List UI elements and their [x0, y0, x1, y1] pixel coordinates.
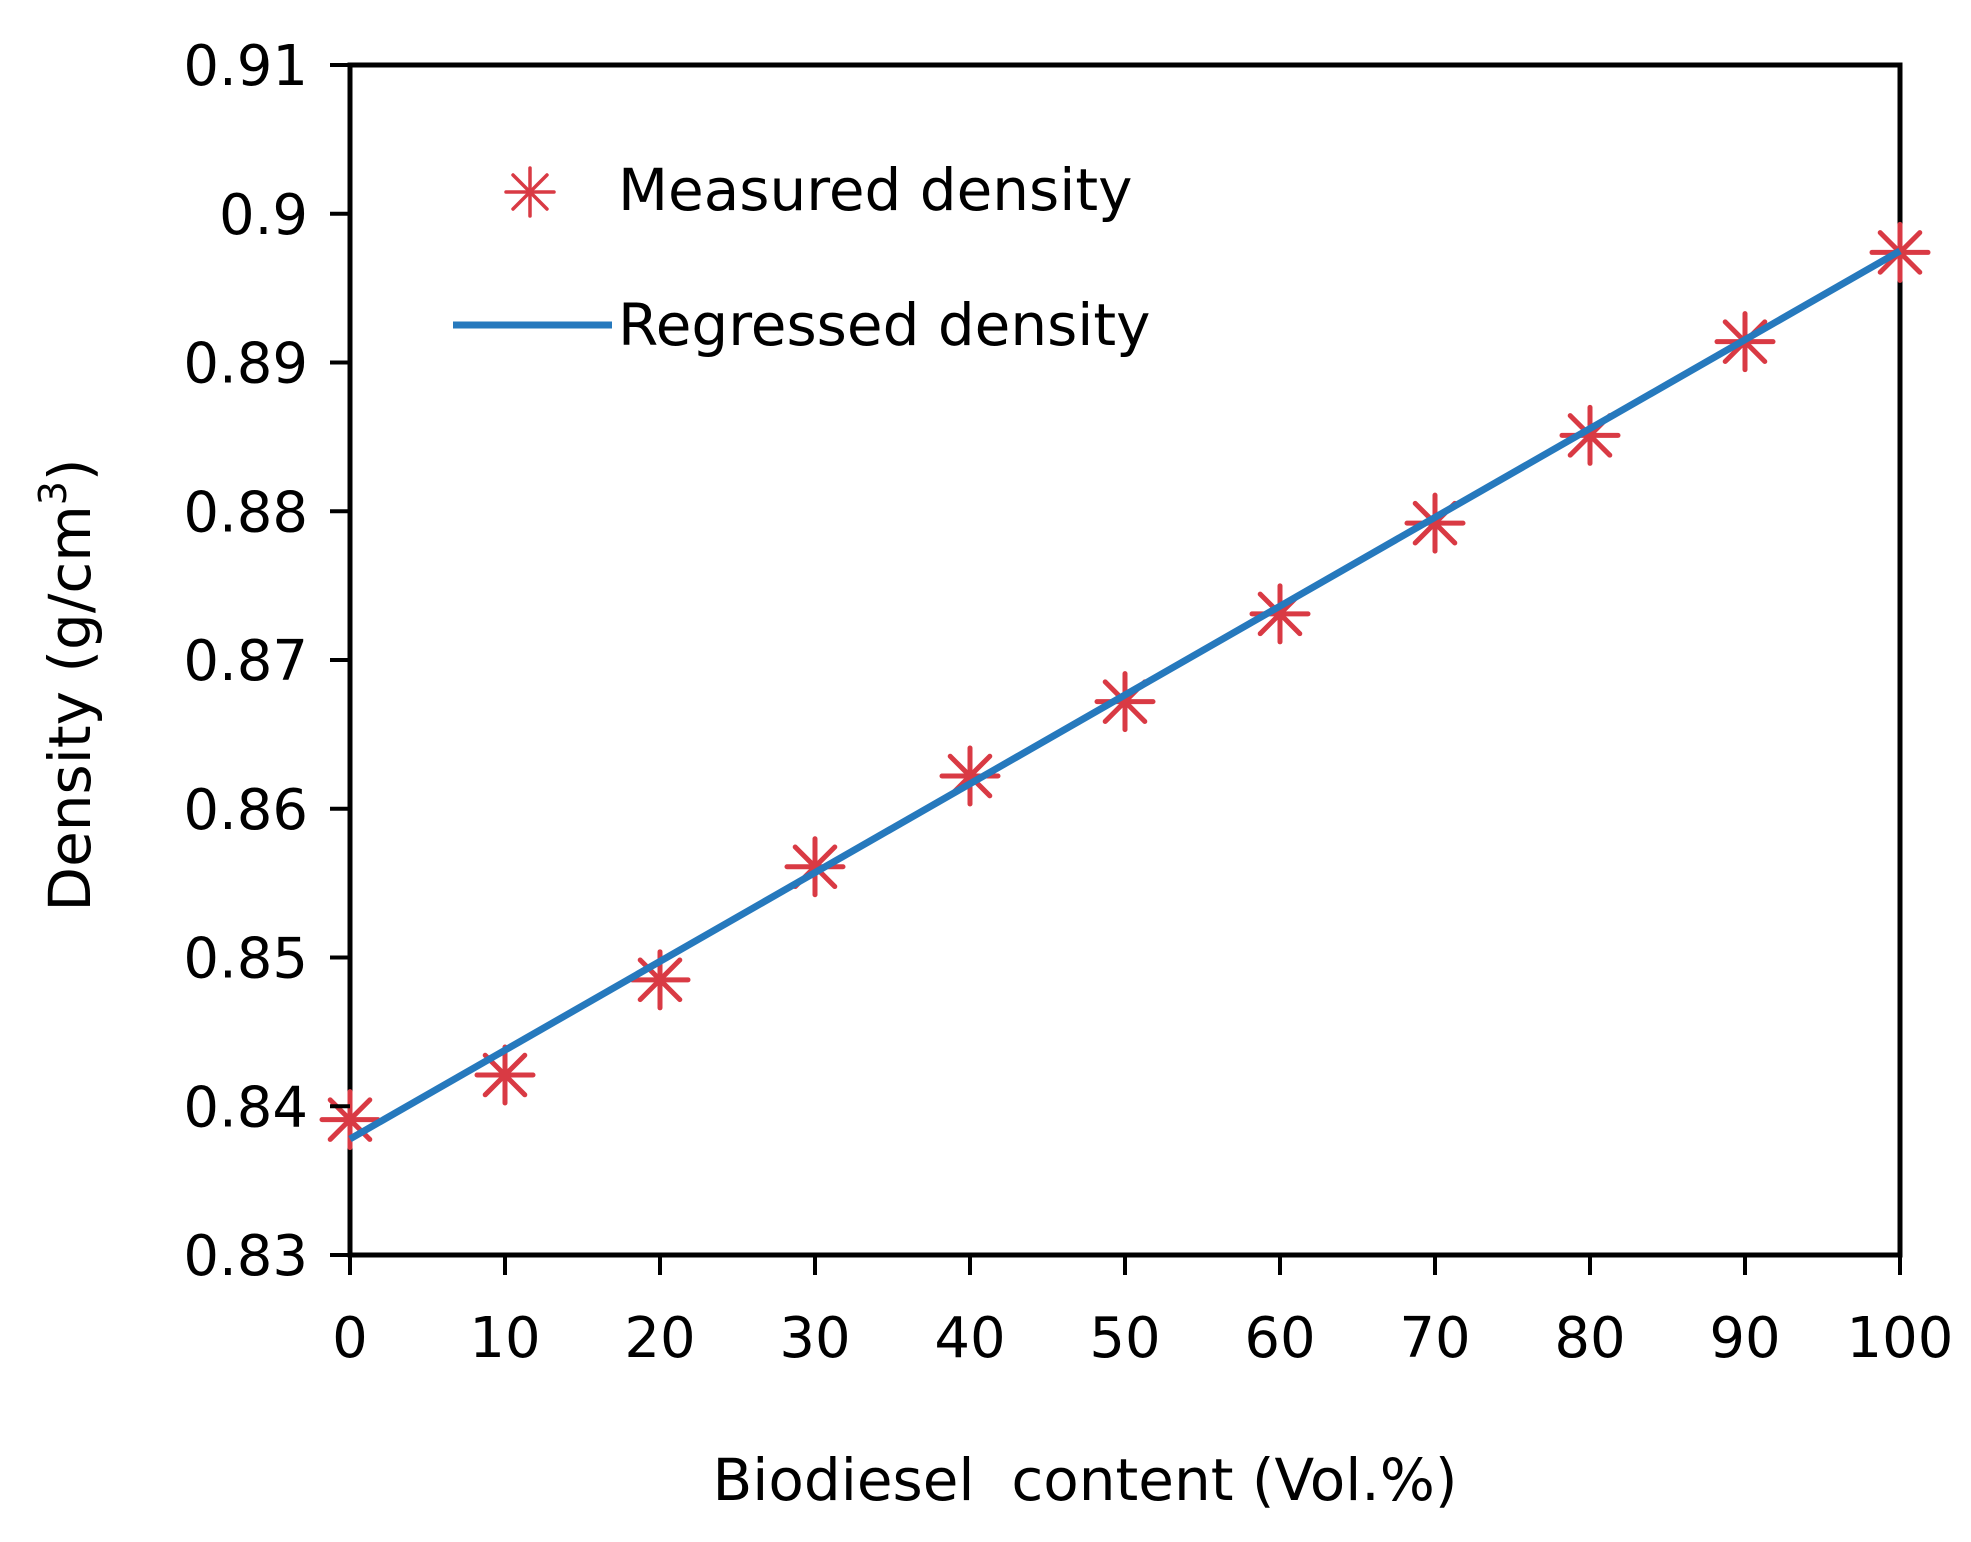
legend: Measured density Regressed density: [453, 156, 1150, 359]
y-axis-title: Density (g/cm3): [31, 458, 104, 911]
y-tick-label: 0.9: [219, 183, 308, 248]
x-tick-label: 20: [624, 1306, 695, 1371]
x-tick-label: 10: [469, 1306, 540, 1371]
legend-marker-measured: [504, 166, 556, 218]
y-tick-label: 0.89: [183, 332, 308, 397]
x-tick-label: 100: [1847, 1306, 1954, 1371]
legend-label-measured: Measured density: [618, 156, 1132, 224]
x-tick-label: 70: [1399, 1306, 1470, 1371]
y-axis-title-superscript: 3: [31, 481, 75, 505]
y-tick-label: 0.91: [183, 34, 308, 99]
y-tick-label: 0.83: [183, 1224, 308, 1289]
x-axis: 0 10 20 30 40 50 60 70 80 90 100: [332, 1255, 1953, 1371]
x-tick-label: 50: [1089, 1306, 1160, 1371]
x-tick-label: 60: [1244, 1306, 1315, 1371]
x-tick-label: 30: [779, 1306, 850, 1371]
y-tick-label: 0.86: [183, 778, 308, 843]
x-tick-label: 40: [934, 1306, 1005, 1371]
measured-point: [474, 1044, 536, 1106]
legend-label-regressed: Regressed density: [618, 291, 1150, 359]
legend-asterisk-icon: [504, 166, 556, 218]
y-tick-label: 0.87: [183, 629, 308, 694]
y-tick-label: 0.85: [183, 927, 308, 992]
measured-point: [319, 1089, 381, 1151]
x-tick-label: 90: [1709, 1306, 1780, 1371]
y-axis: 0.83 0.84 0.85 0.86 0.87 0.88 0.89 0.9 0.91: [183, 34, 350, 1289]
y-axis-title-main: Density (g/cm: [36, 505, 104, 911]
x-axis-title: Biodiesel content (Vol.%): [713, 1446, 1458, 1514]
regressed-density-line: [348, 247, 1902, 1143]
y-tick-label: 0.84: [183, 1075, 308, 1140]
y-tick-label: 0.88: [183, 480, 308, 545]
y-axis-title-close: ): [36, 458, 104, 481]
x-tick-label: 0: [332, 1306, 368, 1371]
x-tick-label: 80: [1554, 1306, 1625, 1371]
